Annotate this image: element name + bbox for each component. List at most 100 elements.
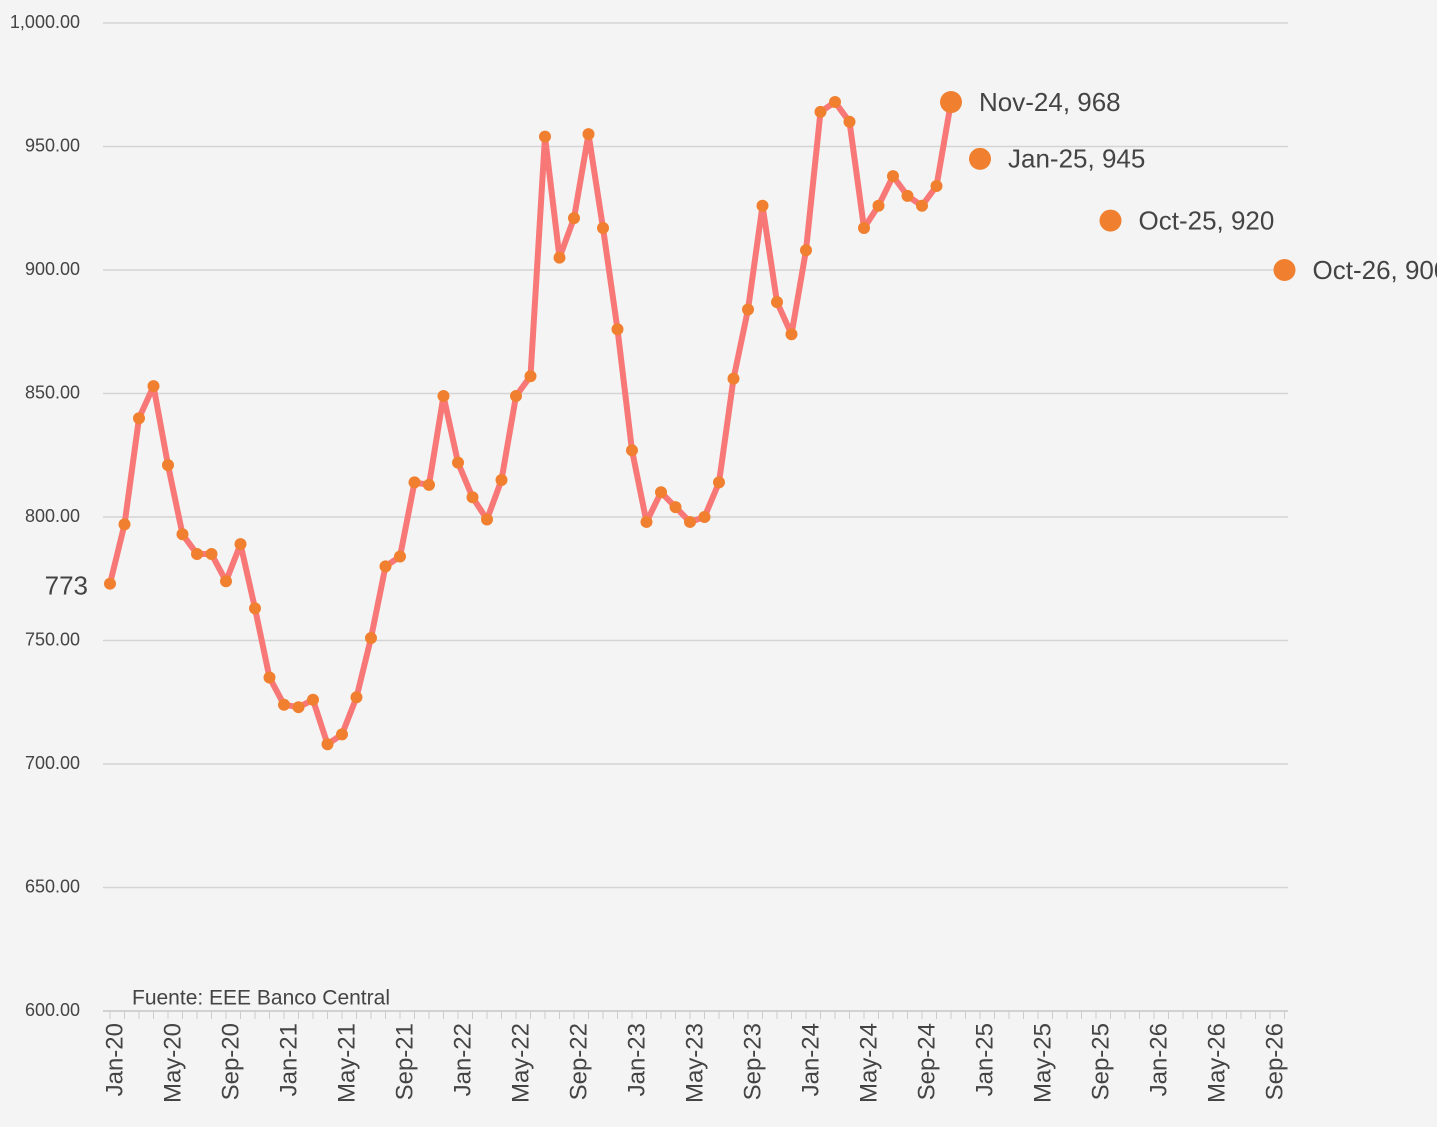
source-note: Fuente: EEE Banco Central <box>132 987 390 1010</box>
y-tick-label: 800.00 <box>25 506 80 526</box>
x-tick-label: Sep-21 <box>391 1023 418 1100</box>
x-tick-label: May-24 <box>855 1023 882 1103</box>
point <box>104 577 116 590</box>
x-tick-label: May-26 <box>1203 1023 1230 1103</box>
point <box>263 671 276 684</box>
point <box>1099 209 1122 232</box>
point <box>800 244 812 257</box>
point <box>321 738 334 751</box>
data-label: Jan-25, 945 <box>1008 144 1145 174</box>
point <box>843 115 856 128</box>
point <box>350 691 363 704</box>
y-tick-label: 950.00 <box>25 135 80 155</box>
x-tick-label: Jan-20 <box>101 1023 128 1096</box>
y-tick-label: 900.00 <box>25 259 80 279</box>
point <box>133 412 145 425</box>
x-tick-label: Jan-22 <box>449 1023 476 1096</box>
point <box>205 548 218 561</box>
point <box>553 251 566 264</box>
point <box>771 296 783 309</box>
x-tick-label: May-22 <box>507 1023 534 1103</box>
x-tick-label: May-23 <box>681 1023 708 1103</box>
x-tick-label: Jan-23 <box>623 1023 650 1096</box>
x-tick-label: Sep-26 <box>1261 1023 1288 1100</box>
point <box>539 130 551 143</box>
point <box>234 538 247 551</box>
x-tick-label: Sep-25 <box>1087 1023 1114 1100</box>
x-tick-label: May-20 <box>159 1023 186 1103</box>
point <box>742 303 754 316</box>
x-tick-label: Jan-26 <box>1145 1023 1172 1096</box>
x-tick-label: May-21 <box>333 1023 360 1103</box>
x-tick-label: Jan-24 <box>797 1023 824 1096</box>
point <box>611 323 624 336</box>
point <box>568 212 580 225</box>
point <box>481 513 493 526</box>
point <box>249 602 261 615</box>
point <box>191 548 203 561</box>
x-tick-label: Jan-21 <box>275 1023 302 1096</box>
point <box>147 380 160 393</box>
x-tick-label: Jan-25 <box>971 1023 998 1096</box>
point <box>829 96 841 109</box>
point <box>640 515 653 528</box>
point <box>916 199 928 212</box>
point <box>597 222 609 235</box>
point <box>698 511 711 523</box>
point <box>940 91 962 114</box>
point <box>713 476 725 489</box>
point <box>727 372 740 385</box>
point <box>669 501 682 514</box>
y-tick-label: 750.00 <box>25 629 80 649</box>
x-tick-label: Sep-23 <box>739 1023 766 1100</box>
point <box>1273 259 1296 281</box>
point <box>176 528 189 541</box>
point <box>969 147 991 170</box>
point <box>858 222 870 235</box>
point <box>307 693 319 706</box>
y-tick-label: 700.00 <box>25 753 80 773</box>
point <box>452 456 464 469</box>
point <box>162 459 174 472</box>
point <box>466 491 479 504</box>
data-label: Nov-24, 968 <box>979 87 1121 117</box>
point <box>394 550 406 563</box>
line <box>107 99 954 748</box>
y-tick-label: 1,000.00 <box>10 12 80 32</box>
point <box>336 728 348 741</box>
point <box>365 632 377 645</box>
point <box>379 560 392 573</box>
y-tick-label: 850.00 <box>25 382 80 402</box>
x-tick-label: Sep-24 <box>913 1023 940 1100</box>
point <box>292 701 305 714</box>
x-tick-label: May-25 <box>1029 1023 1056 1103</box>
point <box>930 180 943 193</box>
data-label: 773 <box>45 571 88 601</box>
point <box>118 518 131 531</box>
point <box>785 328 798 341</box>
point <box>524 370 537 383</box>
point <box>437 389 450 402</box>
y-tick-label: 600.00 <box>25 1000 80 1020</box>
point <box>872 199 885 212</box>
point <box>423 478 435 491</box>
point <box>408 476 421 489</box>
point <box>626 444 638 457</box>
data-label: Oct-25, 920 <box>1139 205 1275 235</box>
data-label: Oct-26, 900 <box>1313 255 1437 285</box>
point <box>887 170 899 183</box>
x-tick-label: Sep-22 <box>565 1023 592 1100</box>
point <box>220 575 232 588</box>
y-tick-label: 650.00 <box>25 876 80 896</box>
point <box>278 698 290 711</box>
point <box>684 515 696 528</box>
point <box>814 105 827 118</box>
point <box>495 473 508 486</box>
x-tick-label: Sep-20 <box>217 1023 244 1100</box>
point <box>756 199 769 212</box>
point <box>901 189 914 202</box>
point <box>510 389 522 402</box>
point <box>655 486 667 499</box>
